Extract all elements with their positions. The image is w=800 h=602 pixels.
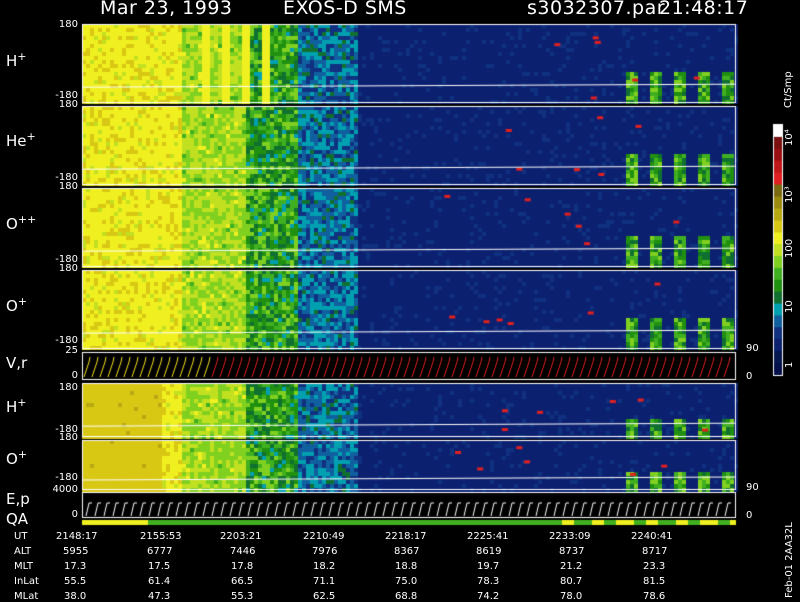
tick-o3-top: 180	[58, 432, 78, 443]
tick-o2-top: 180	[58, 181, 78, 192]
colorbar-tick-1000: 10³	[784, 186, 795, 203]
row-label-mlt: MLT	[14, 561, 33, 572]
tick-vr-bottom: 0	[71, 370, 78, 381]
rtick-vr-top: 90	[746, 343, 759, 354]
table-cell: 38.0	[64, 591, 87, 602]
panel-label-o-plus-2: O+	[6, 448, 28, 468]
panel-label-vr: V,r	[6, 354, 28, 372]
table-cell: 7446	[230, 546, 256, 557]
table-cell: 17.5	[148, 561, 171, 572]
table-cell: 8619	[476, 546, 502, 557]
row-label-alt: ALT	[14, 546, 32, 557]
row-label-mlat: MLat	[14, 591, 39, 602]
table-cell: 7976	[312, 546, 338, 557]
table-cell: 81.5	[643, 576, 666, 587]
table-cell: 18.8	[395, 561, 418, 572]
table-cell: 8737	[559, 546, 585, 557]
table-cell: 2233:09	[549, 531, 591, 542]
tick-ep-bottom: 0	[71, 509, 78, 520]
panel-label-o-plus: O+	[6, 295, 28, 315]
panel-label-qa: QA	[6, 510, 29, 528]
tick-h2-bottom: -180	[55, 424, 78, 435]
table-cell: 17.3	[64, 561, 87, 572]
rtick-vr-bottom: 0	[746, 371, 753, 382]
header-file: s3032307.par	[527, 0, 666, 19]
table-cell: 23.3	[643, 561, 666, 572]
rtick-ep-top: 90	[746, 482, 759, 493]
table-cell: 8367	[394, 546, 420, 557]
table-cell: 6777	[147, 546, 173, 557]
colorbar-tick-10000: 10⁴	[784, 129, 795, 146]
table-cell: 78.0	[560, 591, 583, 602]
table-cell: 55.3	[231, 591, 254, 602]
tick-o3-bottom: -180	[55, 472, 78, 483]
tick-h1-top: 180	[58, 19, 78, 30]
table-cell: 2155:53	[140, 531, 182, 542]
table-cell: 5955	[63, 546, 89, 557]
table-cell: 80.7	[560, 576, 583, 587]
table-cell: 78.6	[643, 591, 666, 602]
tick-he-top: 180	[58, 99, 78, 110]
row-label-ut: UT	[14, 531, 28, 542]
table-cell: 74.2	[477, 591, 500, 602]
table-cell: 2225:41	[467, 531, 509, 542]
row-label-inlat: InLat	[14, 576, 39, 587]
table-cell: 62.5	[313, 591, 336, 602]
tick-vr-top: 25	[65, 345, 78, 356]
panel-label-o-plusplus: O++	[6, 213, 37, 233]
table-cell: 2240:41	[631, 531, 673, 542]
panel-label-h-plus: H+	[6, 50, 27, 70]
footer-code: Feb-01 2AA32L	[784, 522, 795, 598]
table-cell: 2218:17	[385, 531, 427, 542]
table-cell: 61.4	[148, 576, 171, 587]
tick-o2-bottom: -180	[55, 254, 78, 265]
table-cell: 55.5	[64, 576, 87, 587]
tick-o1-bottom: -180	[55, 335, 78, 346]
table-cell: 66.5	[231, 576, 254, 587]
table-cell: 17.8	[231, 561, 254, 572]
table-cell: 19.7	[477, 561, 500, 572]
table-cell: 18.2	[313, 561, 336, 572]
header-time: 21:48:17	[659, 0, 749, 19]
header-date: Mar 23, 1993	[100, 0, 233, 19]
table-cell: 21.2	[560, 561, 583, 572]
rtick-ep-bottom: 0	[746, 510, 753, 521]
colorbar-tick-10: 10	[784, 300, 795, 313]
colorbar-tick-1: 1	[784, 361, 795, 368]
table-cell: 78.3	[477, 576, 500, 587]
table-cell: 2210:49	[303, 531, 345, 542]
header-instrument: EXOS-D SMS	[283, 0, 407, 19]
colorbar-unit: Ct/Smp	[783, 71, 794, 108]
table-cell: 8717	[642, 546, 668, 557]
panel-label-ep: E,p	[6, 490, 30, 508]
table-cell: 75.0	[395, 576, 418, 587]
table-cell: 2203:21	[220, 531, 262, 542]
tick-h1-bottom: -180	[55, 90, 78, 101]
tick-o1-top: 180	[58, 263, 78, 274]
table-cell: 47.3	[148, 591, 171, 602]
tick-he-bottom: -180	[55, 172, 78, 183]
panel-label-h-plus-2: H+	[6, 396, 27, 416]
table-cell: 71.1	[313, 576, 336, 587]
panel-label-he-plus: He+	[6, 130, 36, 150]
tick-ep-top: 4000	[52, 484, 78, 495]
table-cell: 2148:17	[56, 531, 98, 542]
table-cell: 68.8	[395, 591, 418, 602]
colorbar-tick-100: 100	[784, 238, 795, 258]
tick-h2-top: 180	[58, 382, 78, 393]
